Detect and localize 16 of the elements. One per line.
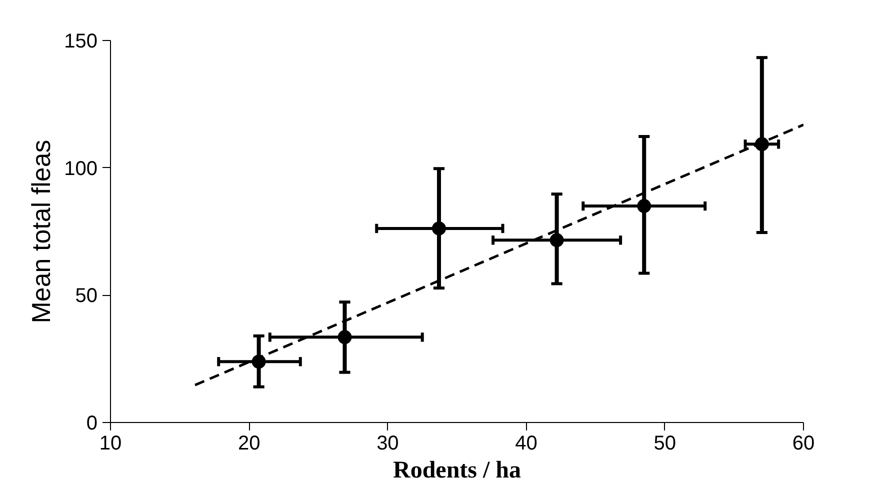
point: [637, 199, 652, 214]
point: [432, 221, 446, 236]
y-tick-label: 0: [86, 412, 98, 434]
point: [550, 233, 564, 248]
x-tick-label: 50: [654, 432, 676, 454]
x-tick-label: 40: [515, 432, 538, 454]
point: [338, 330, 352, 344]
x-tick-label: 30: [376, 432, 399, 454]
x-tick-label: 20: [238, 432, 260, 454]
y-tick-label: 150: [64, 30, 98, 52]
x-tick-label: 60: [792, 432, 815, 454]
y-tick-label: 50: [75, 285, 98, 308]
x-tick-label: 10: [99, 432, 122, 454]
x-axis-title: Rodents / ha: [392, 458, 522, 484]
y-tick-label: 100: [64, 158, 98, 180]
y-axis-title: Mean total fleas: [26, 140, 56, 324]
